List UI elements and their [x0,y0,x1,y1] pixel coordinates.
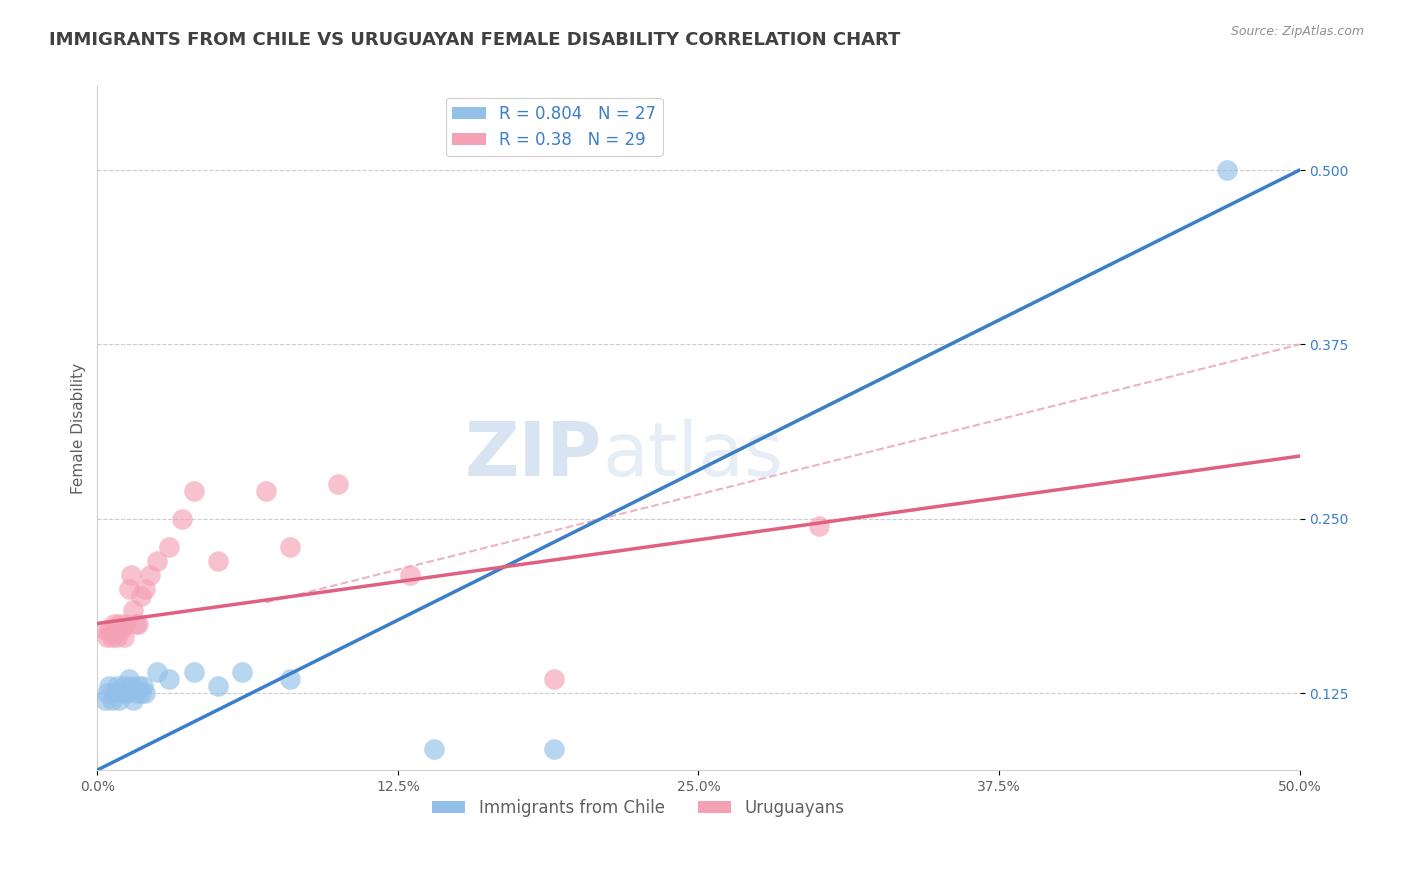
Point [278,540,301,554]
Point [98,624,121,638]
Point [117,673,139,687]
Point [103,686,125,700]
Point [127,679,149,693]
Text: atlas: atlas [602,419,783,492]
Point [278,673,301,687]
Legend: Immigrants from Chile, Uruguayans: Immigrants from Chile, Uruguayans [426,792,852,823]
Point [117,582,139,596]
Point [105,679,128,693]
Point [101,693,124,707]
Point [112,679,135,693]
Point [183,483,205,498]
Point [159,673,181,687]
Y-axis label: Female Disability: Female Disability [72,363,86,494]
Point [159,540,181,554]
Point [110,686,132,700]
Point [807,519,830,533]
Point [146,554,169,568]
Text: Source: ZipAtlas.com: Source: ZipAtlas.com [1230,25,1364,38]
Point [103,616,125,631]
Point [134,686,156,700]
Point [120,679,142,693]
Point [127,616,149,631]
Point [108,693,131,707]
Point [112,631,135,645]
Point [93,693,115,707]
Point [110,624,132,638]
Point [207,554,229,568]
Point [170,512,193,526]
Text: ZIP: ZIP [465,419,602,492]
Point [423,742,446,756]
Point [108,616,131,631]
Point [96,686,118,700]
Point [399,567,422,582]
Point [543,742,565,756]
Point [231,665,253,680]
Point [139,567,162,582]
Point [254,483,277,498]
Point [132,679,155,693]
Point [326,477,349,491]
Point [134,582,156,596]
Point [129,686,152,700]
Point [146,665,169,680]
Point [129,589,152,603]
Point [120,567,142,582]
Point [115,616,138,631]
Point [207,679,229,693]
Point [1216,163,1239,178]
Point [101,631,124,645]
Text: IMMIGRANTS FROM CHILE VS URUGUAYAN FEMALE DISABILITY CORRELATION CHART: IMMIGRANTS FROM CHILE VS URUGUAYAN FEMAL… [49,31,901,49]
Point [105,631,128,645]
Point [122,602,145,616]
Point [115,686,138,700]
Point [98,679,121,693]
Point [96,631,118,645]
Point [122,693,145,707]
Point [543,673,565,687]
Point [183,665,205,680]
Point [125,686,148,700]
Point [93,624,115,638]
Point [125,616,148,631]
